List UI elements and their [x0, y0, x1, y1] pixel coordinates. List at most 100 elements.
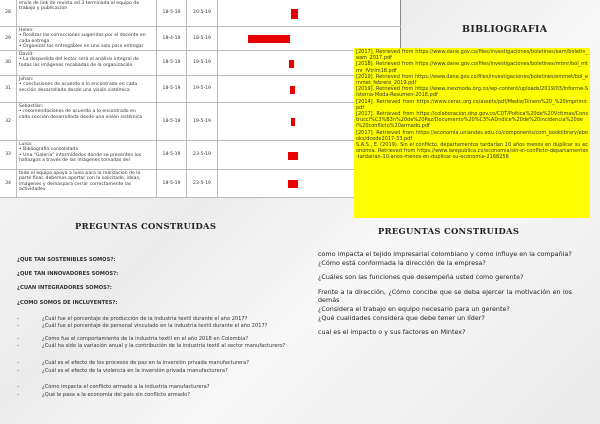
task-line: • Bibliografía consolidada	[19, 147, 79, 153]
task-line: • recomendaciones de acuerdo a lo encont…	[19, 109, 136, 115]
question-line: ¿Cuáles son las funciones que desempeña …	[318, 273, 524, 282]
bibliography-title: BIBLIOGRAFIA	[462, 24, 548, 35]
end-date: 19-5-19	[187, 103, 218, 140]
bibliography-entry: [2017]. Retrieved from https://colaborac…	[356, 111, 588, 130]
row-number: 31	[0, 76, 17, 102]
task-line: trabajo y publicacion	[19, 6, 68, 12]
end-date: 19-5-19	[187, 51, 218, 75]
task-line: sección desarrollada desde una visión si…	[19, 87, 130, 93]
bullet: -	[17, 316, 19, 322]
bibliography-entry: S.A.S., E. (2019). Sin el conflicto, dep…	[356, 142, 588, 161]
task-line: Helen:	[19, 28, 34, 33]
right-section-title: PREGUNTAS CONSTRUIDAS	[378, 226, 520, 236]
bibliography-entry: [2019]. Retrieved from https://www.dane.…	[356, 73, 588, 87]
question-text: ¿Cómo impacta el conflicto armado a la i…	[42, 384, 210, 390]
question-line: ¿Considera el trabajo en equipo necesari…	[318, 304, 510, 313]
row-number: 33	[0, 141, 17, 169]
gantt-cell	[218, 27, 401, 50]
row-number: 30	[0, 51, 17, 75]
start-date: 18-5-19	[157, 170, 187, 197]
task-description: todo el equipo apoya a luisa para la rea…	[17, 170, 157, 197]
table-row: 30 David: • La despedida del lector será …	[0, 51, 401, 76]
question-line: como impacta el tejido impresarial colom…	[318, 250, 572, 258]
question-item: - ¿Cuál es el efecto de la violencia en l…	[17, 368, 287, 375]
task-line: Johan:	[19, 77, 34, 82]
task-line: cada entrega	[19, 38, 50, 44]
task-line: David:	[19, 52, 34, 57]
start-date: 18-4-19	[157, 27, 187, 50]
task-line: hallazgos a través de las imágenes tomad…	[19, 157, 130, 163]
task-line: imágenes y demaspara cerrar correctament…	[19, 181, 132, 187]
bullet: -	[17, 368, 19, 374]
question-line: cual es el impacto o y sus factores en M…	[318, 328, 466, 337]
task-line: Sebastián:	[19, 104, 44, 109]
question-line: ¿Cómo está conformada la dirección de la…	[318, 258, 486, 267]
gantt-bar	[290, 85, 295, 94]
start-date: 18-5-19	[157, 76, 187, 102]
task-description: David: • La despedida del lector será el …	[17, 51, 157, 75]
question-text: ¿Cuál fue el porcentaje de personal vinc…	[42, 323, 268, 329]
gantt-bar	[291, 8, 298, 19]
question-item: - ¿Cuál fue el porcentaje de producción d…	[17, 316, 287, 323]
question-text: ¿Cuál es el efecto de la violencia en la…	[42, 368, 228, 374]
table-row: 34 todo el equipo apoya a luisa para la …	[0, 170, 401, 198]
question-heading: ¿COMO SOMOS DE INCLUYENTES?:	[17, 300, 118, 306]
bullet: -	[17, 360, 19, 366]
bullet: -	[17, 323, 19, 329]
bibliography-entry: [2019]. Retrieved from https://www.inexm…	[356, 86, 588, 99]
task-line: • Una "Galería" intermidedos donde se pr…	[19, 152, 142, 158]
task-line: todas las imágenes recabadas de la organ…	[19, 62, 134, 68]
gantt-bar	[248, 35, 290, 43]
end-date: 23-5-19	[187, 141, 218, 169]
bibliography-entry: [2014]. Retrieved from https://www.cerac…	[356, 98, 588, 111]
table-row: 33 Luisa: • Bibliografía consolidada • Una…	[0, 141, 401, 170]
row-number: 28	[0, 0, 17, 26]
question-item: - ¿Qué le pasa a la economía del país sin…	[17, 392, 287, 399]
question-line: ¿Qué cualidades considera que debe tener…	[318, 313, 485, 322]
question-text: ¿Qué le pasa a la economía del país sin …	[42, 392, 190, 398]
question-item: - ¿Cuál ha sido la variación anual y la c…	[17, 343, 287, 350]
question-heading: ¿CUAN INTEGRADORES SOMOS?:	[17, 285, 112, 291]
question-item: - ¿Cuál fue el porcentaje de personal vin…	[17, 323, 287, 330]
row-number: 32	[0, 103, 17, 140]
bibliography-list: [2017]. Retrieved from https://www.dane.…	[354, 48, 590, 218]
task-line: todo el equipo apoya a luisa para la rea…	[19, 171, 141, 176]
bullet: -	[17, 343, 19, 349]
task-line: • La despedida del lector será el anális…	[19, 57, 139, 63]
bibliography-entry: [2017]. Retrieved from https://economia.…	[356, 129, 588, 142]
bullet: -	[17, 336, 19, 342]
end-date: 20-5-19	[187, 0, 218, 26]
question-text: ¿Cuál ha sido la variación anual y la co…	[42, 343, 286, 349]
table-row: 32 Sebastián: • recomendaciones de acuerd…	[0, 103, 401, 141]
task-description: Johan: • conclusiones de acuerdo a lo enc…	[17, 76, 157, 102]
end-date: 23-5-19	[187, 170, 218, 197]
task-line: envío de link de revista ed 3 terminada …	[19, 1, 140, 6]
end-date: 19-5-19	[187, 76, 218, 102]
gantt-cell	[218, 0, 401, 26]
bibliography-entry: [2017]. Retrieved from https://www.dane.…	[356, 49, 588, 62]
gantt-bar	[291, 118, 295, 126]
start-date: 18-5-19	[157, 141, 187, 169]
start-date: 18-5-19	[157, 0, 187, 26]
question-heading: ¿QUE TAN INNOVADORES SOMOS?:	[17, 271, 119, 277]
task-description: Luisa: • Bibliografía consolidada • Una "G…	[17, 141, 157, 169]
question-line: Frente a la dirección, ¿Cómo concibe que…	[318, 287, 572, 305]
task-line: • Realizar las correcciones sugeridas po…	[19, 33, 146, 39]
task-line: parte final, debemos aportar con lo soli…	[19, 176, 141, 182]
gantt-table: 28 envío de link de revista ed 3 termina…	[0, 0, 401, 198]
task-description: Sebastián: • recomendaciones de acuerdo a…	[17, 103, 157, 140]
gantt-bar	[288, 151, 298, 160]
end-date: 18-5-19	[187, 27, 218, 50]
gantt-bar	[289, 59, 294, 68]
question-text: ¿Cómo fue el comportamiento de la indust…	[42, 336, 249, 342]
start-date: 18-5-19	[157, 51, 187, 75]
task-line: cada sección desarrollada desde una visi…	[19, 114, 143, 120]
task-line: Luisa:	[19, 142, 33, 147]
gantt-bar	[288, 180, 298, 188]
table-row: 31 Johan: • conclusiones de acuerdo a lo …	[0, 76, 401, 103]
question-text: ¿Cuál fue el porcentaje de producción de…	[42, 316, 248, 322]
table-row: 29 Helen: • Realizar las correcciones sug…	[0, 27, 401, 51]
question-item: - ¿Cuál es el efecto de los procesos de p…	[17, 360, 287, 367]
row-number: 29	[0, 27, 17, 50]
task-description: Helen: • Realizar las correcciones sugeri…	[17, 27, 157, 50]
